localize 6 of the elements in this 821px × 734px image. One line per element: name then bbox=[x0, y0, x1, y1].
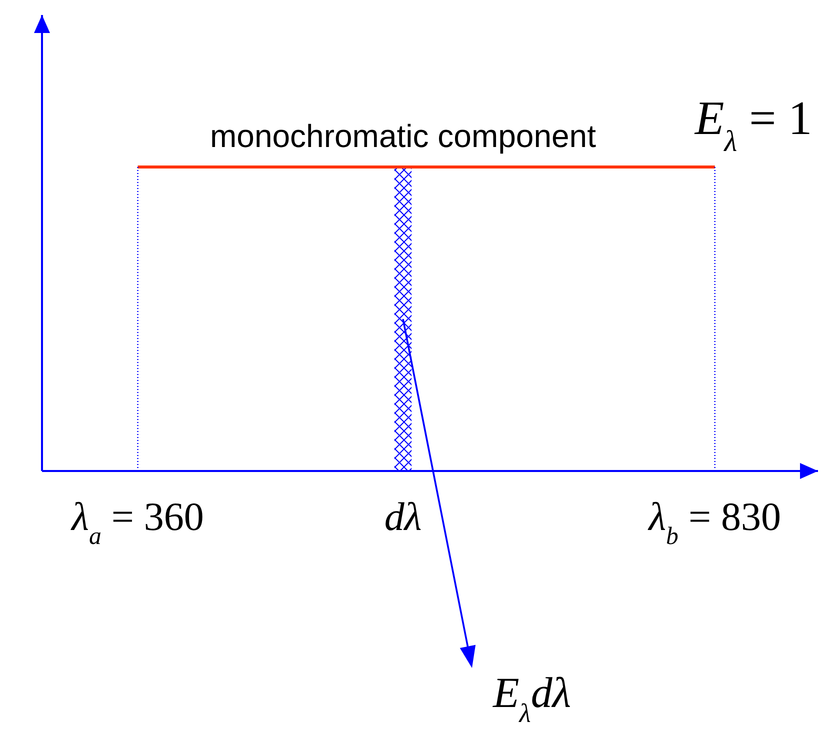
series-label: E$_{λ}$ = 1 bbox=[694, 92, 812, 158]
text: E$_{λ}$dλ bbox=[492, 670, 571, 728]
x-tick-label: λ$_{b}$ = 830 bbox=[648, 494, 782, 550]
x-tick-label: dλ bbox=[384, 494, 422, 539]
x-tick-label: λ$_{a}$ = 360 bbox=[70, 494, 204, 550]
series-label: monochromatic component bbox=[210, 118, 596, 154]
